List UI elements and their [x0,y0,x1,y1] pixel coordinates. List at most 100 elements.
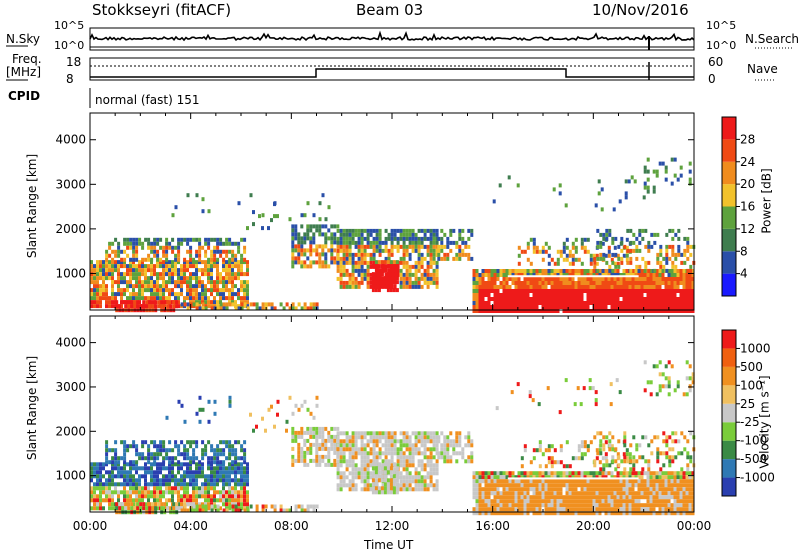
power-heatmap-cell [602,236,606,241]
velocity-heatmap-cell [616,487,620,492]
velocity-heatmap-cell [315,504,319,509]
power-heatmap-cell [234,284,237,289]
velocity-heatmap-cell [105,470,108,475]
power-heatmap-cell [691,305,695,309]
velocity-heatmap-cell [123,448,127,453]
power-heatmap-cell [429,264,433,269]
power-heatmap-cell [243,284,246,289]
power-heatmap-cell [411,248,415,253]
power-heatmap-cell [138,292,141,297]
power-heatmap-cell [502,273,506,277]
power-heatmap-cell [586,249,590,254]
velocity-heatmap-cell [547,511,551,516]
velocity-heatmap-cell [222,466,225,471]
velocity-heatmap-cell [387,431,391,436]
velocity-heatmap-cell [261,504,265,509]
velocity-heatmap-cell [192,482,195,487]
velocity-heatmap-cell [526,503,530,508]
power-heatmap-cell [147,288,150,293]
power-heatmap-cell [475,273,479,277]
power-heatmap-cell [484,305,488,309]
velocity-heatmap-cell [682,471,686,476]
power-heatmap-cell [387,248,391,253]
velocity-heatmap-cell [586,483,590,488]
velocity-heatmap-cell [481,495,485,500]
power-heatmap-cell [526,297,530,301]
power-heatmap-cell [339,240,343,245]
velocity-heatmap-cell [682,491,686,496]
power-heatmap-cell [414,240,418,245]
power-heatmap-cell [234,260,237,265]
power-heatmap-cell [237,260,240,265]
velocity-heatmap-cell [523,491,527,496]
power-heatmap-cell [117,280,120,285]
velocity-heatmap-cell [386,486,390,491]
power-heatmap-cell [638,248,642,253]
power-heatmap-cell [336,228,340,233]
power-heatmap-cell [294,256,298,261]
power-heatmap-cell [312,302,316,307]
power-heatmap-cell [228,292,231,297]
velocity-heatmap-cell [658,495,662,500]
power-heatmap-cell [384,240,388,245]
velocity-heatmap-cell [228,478,231,483]
power-heatmap-cell [93,280,96,285]
power-heatmap-cell [360,260,364,265]
power-heatmap-cell [180,276,183,281]
nsky-tick-bottom: 10^0 [54,39,85,52]
velocity-heatmap-cell [192,470,195,475]
velocity-heatmap-cell [192,460,196,465]
velocity-heatmap-cell [216,470,219,475]
velocity-heatmap-cell [417,459,421,464]
velocity-heatmap-cell [526,475,530,480]
velocity-heatmap-cell [354,463,358,468]
velocity-heatmap-cell [351,455,355,460]
velocity-heatmap-cell [297,442,301,447]
velocity-heatmap-cell [405,431,409,436]
velocity-heatmap-cell [366,471,370,476]
power-heatmap-cell [246,288,249,293]
power-heatmap-cell [189,288,192,293]
power-heatmap-cell [670,289,674,293]
power-heatmap-cell [142,304,146,309]
velocity-heatmap-cell [390,431,394,436]
velocity-heatmap-cell [556,471,560,476]
velocity-heatmap-cell [141,444,145,449]
power-heatmap-cell [625,273,629,277]
power-heatmap-cell [610,273,614,277]
power-heatmap-cell [665,252,669,257]
power-heatmap-cell [201,260,204,265]
power-heatmap-cell [435,228,439,233]
velocity-heatmap-cell [339,443,343,448]
velocity-heatmap-cell [478,479,482,484]
power-heatmap-cell [625,285,629,289]
velocity-heatmap-cell [210,448,214,453]
velocity-heatmap-cell [120,456,124,461]
power-heatmap-cell [348,260,352,265]
velocity-heatmap-cell [634,479,638,484]
velocity-heatmap-cell [598,491,602,496]
velocity-heatmap-cell [634,471,638,476]
power-heatmap-cell [487,285,491,289]
velocity-heatmap-cell [372,459,376,464]
power-heatmap-cell [667,269,671,273]
velocity-heatmap-cell [556,487,560,492]
velocity-heatmap-cell [231,462,234,467]
power-heatmap-cell [93,276,96,281]
velocity-heatmap-cell [577,499,581,504]
power-heatmap-cell [168,276,171,281]
velocity-heatmap-cell [568,511,572,516]
velocity-heatmap-cell [360,471,364,476]
power-heatmap-cell [429,280,433,285]
velocity-heatmap-cell [150,456,154,461]
velocity-heatmap-cell [210,498,213,503]
velocity-heatmap-cell [484,495,488,500]
power-heatmap-cell [192,264,195,269]
velocity-heatmap-cell [655,475,659,480]
velocity-heatmap-cell [505,475,509,480]
power-heatmap-cell [544,297,548,301]
velocity-heatmap-cell [180,452,184,457]
power-heatmap-cell [637,281,641,285]
velocity-heatmap-cell [201,440,205,445]
power-heatmap-cell [165,264,168,269]
